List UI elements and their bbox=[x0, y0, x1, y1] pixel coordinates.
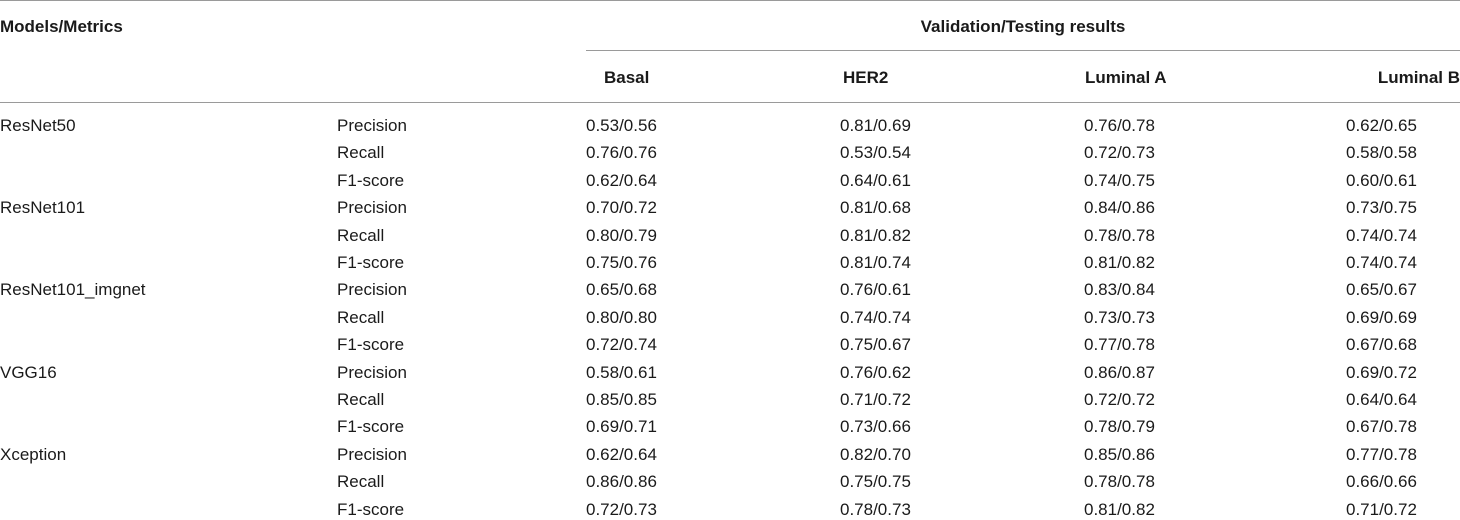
model-name-cell: ResNet50 bbox=[0, 116, 76, 135]
header-group-title: Validation/Testing results bbox=[920, 17, 1126, 36]
value-cell: 0.69/0.71 bbox=[586, 417, 657, 437]
header-col-basal: Basal bbox=[604, 68, 650, 87]
metric-name-cell: Recall bbox=[337, 472, 385, 492]
value-cell: 0.62/0.64 bbox=[586, 444, 657, 464]
value-cell: 0.86/0.87 bbox=[1084, 362, 1155, 382]
value-cell: 0.71/0.72 bbox=[1346, 499, 1417, 519]
value-cell: 0.53/0.54 bbox=[840, 143, 911, 163]
value-cell: 0.80/0.79 bbox=[586, 225, 657, 245]
value-cell: 0.73/0.75 bbox=[1346, 198, 1417, 218]
value-cell: 0.78/0.78 bbox=[1084, 225, 1155, 245]
value-cell: 0.72/0.74 bbox=[586, 335, 657, 355]
value-cell: 0.62/0.65 bbox=[1346, 116, 1417, 135]
value-cell: 0.85/0.85 bbox=[586, 390, 657, 409]
value-cell: 0.75/0.76 bbox=[586, 253, 657, 272]
value-cell: 0.83/0.84 bbox=[1084, 280, 1155, 300]
value-cell: 0.65/0.67 bbox=[1346, 280, 1417, 300]
top-rule bbox=[0, 0, 1460, 1]
metric-name-cell: Recall bbox=[337, 307, 385, 327]
header-bottom-rule bbox=[0, 102, 1460, 103]
value-cell: 0.60/0.61 bbox=[1346, 170, 1417, 190]
value-cell: 0.85/0.86 bbox=[1084, 444, 1155, 464]
value-cell: 0.86/0.86 bbox=[586, 472, 657, 492]
value-cell: 0.67/0.68 bbox=[1346, 335, 1417, 355]
value-cell: 0.70/0.72 bbox=[586, 198, 657, 218]
value-cell: 0.76/0.62 bbox=[840, 362, 911, 382]
header-col-her2: HER2 bbox=[843, 68, 889, 87]
value-cell: 0.73/0.73 bbox=[1084, 307, 1155, 327]
metric-name-cell: F1-score bbox=[337, 253, 405, 272]
metric-name-cell: Precision bbox=[337, 198, 407, 218]
metric-name-cell: Precision bbox=[337, 280, 407, 300]
metric-name-cell: Precision bbox=[337, 444, 407, 464]
value-cell: 0.78/0.78 bbox=[1084, 472, 1155, 492]
group-underline bbox=[586, 50, 1460, 51]
value-cell: 0.53/0.56 bbox=[586, 116, 657, 135]
value-cell: 0.76/0.78 bbox=[1084, 116, 1155, 135]
value-cell: 0.77/0.78 bbox=[1084, 335, 1155, 355]
metric-name-cell: Recall bbox=[337, 143, 385, 163]
header-col-luminal-b: Luminal B bbox=[1377, 68, 1460, 87]
value-cell: 0.62/0.64 bbox=[586, 170, 657, 190]
metric-name-cell: Recall bbox=[337, 390, 385, 409]
value-cell: 0.81/0.69 bbox=[840, 116, 911, 135]
value-cell: 0.74/0.74 bbox=[1346, 253, 1417, 272]
metric-name-cell: F1-score bbox=[337, 499, 405, 519]
value-cell: 0.76/0.61 bbox=[840, 280, 911, 300]
value-cell: 0.77/0.78 bbox=[1346, 444, 1417, 464]
value-cell: 0.82/0.70 bbox=[840, 444, 911, 464]
value-cell: 0.75/0.75 bbox=[840, 472, 911, 492]
value-cell: 0.66/0.66 bbox=[1346, 472, 1417, 492]
value-cell: 0.74/0.74 bbox=[1346, 225, 1417, 245]
value-cell: 0.72/0.73 bbox=[1084, 143, 1155, 163]
metric-name-cell: F1-score bbox=[337, 170, 405, 190]
model-name-cell: VGG16 bbox=[0, 362, 57, 382]
value-cell: 0.80/0.80 bbox=[586, 307, 657, 327]
value-cell: 0.64/0.61 bbox=[840, 170, 911, 190]
value-cell: 0.75/0.67 bbox=[840, 335, 911, 355]
value-cell: 0.76/0.76 bbox=[586, 143, 657, 163]
value-cell: 0.71/0.72 bbox=[840, 390, 911, 409]
value-cell: 0.74/0.75 bbox=[1084, 170, 1155, 190]
value-cell: 0.73/0.66 bbox=[840, 417, 911, 437]
value-cell: 0.84/0.86 bbox=[1084, 198, 1155, 218]
header-models-metrics: Models/Metrics bbox=[0, 17, 123, 36]
metric-name-cell: Precision bbox=[337, 116, 407, 135]
metric-name-cell: F1-score bbox=[337, 417, 405, 437]
value-cell: 0.74/0.74 bbox=[840, 307, 911, 327]
model-name-cell: ResNet101_imgnet bbox=[0, 280, 146, 300]
value-cell: 0.72/0.73 bbox=[586, 499, 657, 519]
value-cell: 0.81/0.68 bbox=[840, 198, 911, 218]
metric-name-cell: Precision bbox=[337, 362, 407, 382]
value-cell: 0.64/0.64 bbox=[1346, 390, 1417, 409]
value-cell: 0.81/0.82 bbox=[1084, 253, 1155, 272]
value-cell: 0.69/0.69 bbox=[1346, 307, 1417, 327]
value-cell: 0.65/0.68 bbox=[586, 280, 657, 300]
model-name-cell: Xception bbox=[0, 444, 67, 464]
value-cell: 0.58/0.58 bbox=[1346, 143, 1417, 163]
value-cell: 0.78/0.73 bbox=[840, 499, 911, 519]
model-name-cell: ResNet101 bbox=[0, 198, 86, 218]
value-cell: 0.58/0.61 bbox=[586, 362, 657, 382]
value-cell: 0.81/0.82 bbox=[1084, 499, 1155, 519]
value-cell: 0.81/0.82 bbox=[840, 225, 911, 245]
value-cell: 0.78/0.79 bbox=[1084, 417, 1155, 437]
header-col-luminal-a: Luminal A bbox=[1085, 68, 1167, 87]
value-cell: 0.69/0.72 bbox=[1346, 362, 1417, 382]
value-cell: 0.72/0.72 bbox=[1084, 390, 1155, 409]
metric-name-cell: F1-score bbox=[337, 335, 405, 355]
metric-name-cell: Recall bbox=[337, 225, 385, 245]
value-cell: 0.67/0.78 bbox=[1346, 417, 1417, 437]
value-cell: 0.81/0.74 bbox=[840, 253, 911, 272]
